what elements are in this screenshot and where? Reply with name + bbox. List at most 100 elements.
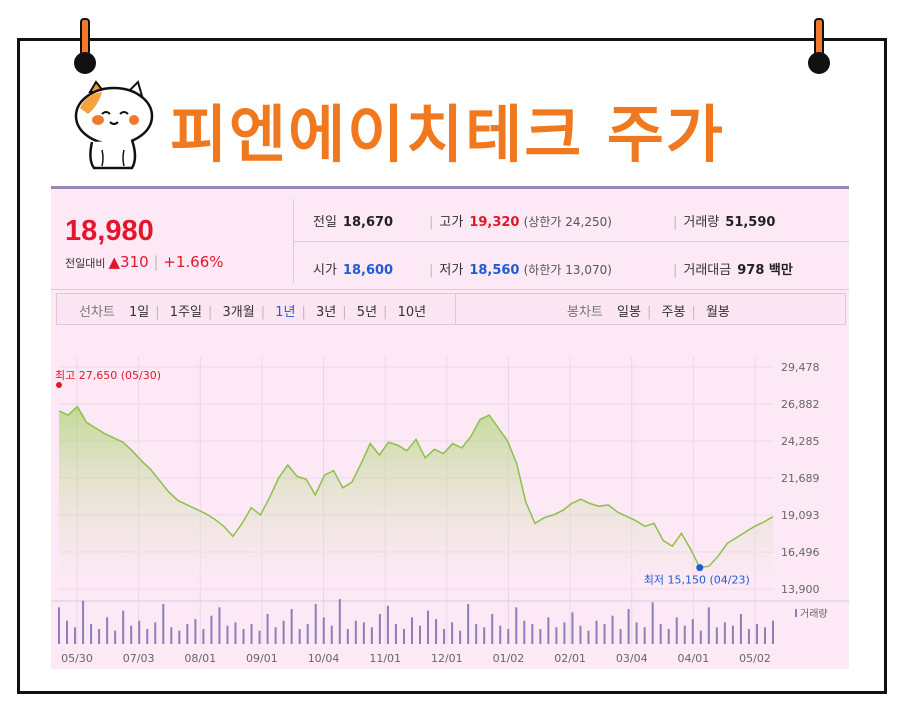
- candle-chart-tabs: 봉차트 일봉 | 주봉 | 월봉: [567, 301, 730, 320]
- volume-bar: [643, 627, 646, 644]
- tab-1w[interactable]: 1주일: [169, 305, 202, 320]
- volume-bar: [579, 625, 582, 644]
- line-chart-header: 선차트: [79, 305, 115, 320]
- volume-bar: [772, 620, 774, 644]
- volume-bar: [378, 614, 381, 644]
- change-row: 전일대비 ▲310 | +1.66%: [65, 253, 224, 271]
- volume-bar: [699, 630, 702, 644]
- volume-bar: [114, 630, 117, 644]
- volume-bar: [258, 630, 261, 644]
- up-arrow-icon: ▲: [108, 253, 121, 271]
- tab-weekly-candle[interactable]: 주봉: [661, 305, 686, 320]
- volume-bar: [531, 624, 534, 644]
- tab-1y[interactable]: 1년: [275, 305, 296, 320]
- tab-5y[interactable]: 5년: [356, 305, 378, 320]
- y-tick-label: 13,900: [781, 583, 820, 596]
- change-percent: +1.66%: [163, 253, 224, 271]
- x-tick-label: 09/01: [246, 652, 278, 665]
- x-tick-label: 03/04: [616, 652, 648, 665]
- chart-tabs: 선차트 1일 | 1주일 | 3개월 | 1년 | 3년 | 5년 | 10년 봉차트 일봉…: [56, 293, 846, 325]
- prev-close: 전일 18,670: [313, 215, 394, 230]
- y-tick-label: 24,285: [781, 435, 820, 448]
- volume-bar: [651, 602, 654, 644]
- x-tick-label: 07/03: [123, 652, 155, 665]
- divider: [293, 241, 849, 242]
- page-title: 피엔에이치테크 주가: [170, 98, 725, 171]
- x-tick-label: 08/01: [184, 652, 216, 665]
- cat-mascot-icon: [74, 80, 154, 170]
- volume-bar: [571, 612, 574, 644]
- day-high: | 고가 19,320 (상한가 24,250): [429, 215, 612, 230]
- volume-bar: [547, 617, 550, 644]
- volume-bar: [491, 614, 494, 644]
- volume: | 거래량 51,590: [673, 215, 776, 230]
- volume-bar: [178, 630, 181, 644]
- volume-bar: [330, 625, 333, 644]
- volume-bar: [138, 620, 141, 644]
- price-area: [59, 406, 773, 589]
- volume-bar: [130, 625, 133, 644]
- volume-bar: [282, 620, 285, 644]
- volume-bar: [619, 629, 622, 644]
- tab-3y[interactable]: 3년: [316, 305, 337, 320]
- x-tick-label: 11/01: [369, 652, 401, 665]
- volume-bar: [394, 624, 397, 644]
- tab-daily-candle[interactable]: 일봉: [617, 305, 641, 320]
- day-low: | 저가 18,560 (하한가 13,070): [429, 263, 612, 278]
- volume-bar: [427, 610, 430, 644]
- divider: [455, 294, 456, 324]
- volume-bar: [691, 619, 694, 644]
- max-annotation: 최고 27,650 (05/30): [55, 369, 161, 382]
- volume-bar: [563, 622, 566, 644]
- volume-bar: [370, 627, 373, 644]
- volume-bar: [675, 617, 678, 644]
- open-price: 시가 18,600: [313, 263, 394, 278]
- volume-bar: [202, 629, 205, 644]
- x-tick-label: 05/02: [739, 652, 771, 665]
- volume-bar: [443, 629, 446, 644]
- volume-bar: [154, 622, 157, 644]
- volume-bar: [587, 630, 590, 644]
- volume-bar: [459, 630, 462, 644]
- volume-bar: [82, 600, 85, 644]
- volume-bar: [210, 615, 213, 644]
- volume-bar: [611, 615, 614, 644]
- volume-bar: [683, 625, 686, 644]
- tab-1d[interactable]: 1일: [129, 305, 150, 320]
- candle-chart-header: 봉차트: [567, 305, 603, 320]
- volume-bar: [467, 604, 470, 644]
- volume-bar: [410, 617, 413, 644]
- volume-bar: [515, 607, 518, 644]
- volume-bar: [58, 607, 60, 644]
- volume-bar: [723, 622, 726, 644]
- volume-bar: [659, 624, 662, 644]
- right-hole: [808, 52, 830, 74]
- volume-bar: [266, 614, 269, 644]
- volume-bar: [523, 620, 526, 644]
- volume-bar: [499, 625, 502, 644]
- y-tick-label: 26,882: [781, 398, 820, 411]
- volume-bar: [226, 625, 229, 644]
- volume-bar: [739, 614, 742, 644]
- volume-bar: [635, 622, 638, 644]
- volume-bar: [290, 609, 293, 644]
- left-pin: [80, 18, 90, 56]
- x-tick-label: 05/30: [61, 652, 93, 665]
- tab-monthly-candle[interactable]: 월봉: [705, 305, 730, 320]
- volume-bar: [322, 617, 325, 644]
- tab-10y[interactable]: 10년: [397, 305, 427, 320]
- volume-bar: [338, 599, 341, 644]
- tab-3m[interactable]: 3개월: [222, 305, 255, 320]
- volume-bar: [170, 627, 173, 644]
- volume-bar: [507, 629, 510, 644]
- quote-header: 18,980 전일대비 ▲310 | +1.66% 전일 18,670 | 고가 19,…: [51, 189, 849, 290]
- price-line: [58, 405, 774, 569]
- volume-bar: [122, 610, 125, 644]
- volume-bar: [186, 624, 189, 644]
- volume-bar: [66, 620, 69, 644]
- volume-bar: [298, 629, 301, 644]
- volume-bar: [435, 619, 438, 644]
- volume-bar: [539, 629, 542, 644]
- left-hole: [74, 52, 96, 74]
- volume-bar: [707, 607, 710, 644]
